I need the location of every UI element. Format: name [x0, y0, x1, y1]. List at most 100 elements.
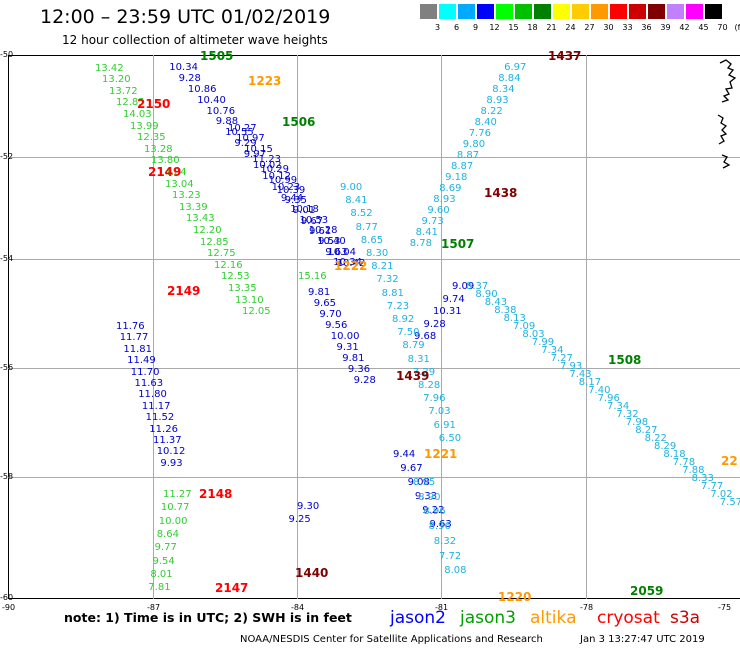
wave-height-value: 11.49: [127, 355, 156, 367]
wave-height-value: 10.15: [244, 143, 273, 155]
latitude-gridline: [8, 157, 740, 158]
wave-height-value: 9.67: [300, 215, 324, 227]
wave-height-value: 7.34: [607, 401, 630, 412]
wave-height-value: 8.96: [428, 521, 451, 533]
wave-height-value: 9.67: [400, 463, 423, 474]
wave-height-value: 11.63: [134, 378, 164, 389]
wave-height-value: 7.02: [710, 489, 733, 500]
legend-swatch: [610, 4, 627, 19]
wave-height-value: 8.41: [345, 195, 368, 207]
wave-height-value: 11.26: [149, 423, 178, 435]
longitude-gridline: [297, 55, 298, 599]
wave-height-value: 10.97: [236, 133, 265, 145]
legend-tick-label: 45: [698, 23, 709, 32]
legend-tick-label: 12: [489, 23, 500, 32]
wave-height-value: 13.72: [109, 85, 138, 97]
wave-height-value: 7.40: [588, 385, 611, 396]
legend-tick-label: 42: [679, 23, 690, 32]
wave-height-value: 6.91: [433, 419, 456, 431]
wave-height-value: 9.56: [325, 320, 348, 331]
wave-height-value: 9.93: [160, 457, 183, 469]
wave-height-value: 12.20: [193, 225, 222, 236]
wave-height-value: 11.76: [116, 321, 145, 332]
wave-height-value: 9.68: [414, 331, 437, 343]
wave-height-value: 10.40: [317, 236, 346, 248]
wave-height-value: 8.52: [350, 208, 373, 220]
latitude-gridline: [8, 259, 740, 260]
legend-swatch: [420, 4, 437, 19]
wave-height-value: 10.42: [336, 258, 366, 270]
satellite-label-altika: altika: [530, 608, 577, 628]
legend-tick-label: 18: [527, 23, 538, 32]
satellite-label-cryosat: cryosat: [597, 608, 660, 628]
wave-height-value: 9.81: [308, 287, 331, 298]
wave-height-value: 15.16: [298, 271, 327, 282]
legend-tick-label: 30: [603, 23, 614, 32]
wave-height-value: 8.69: [439, 183, 462, 194]
wave-height-value: 10.40: [197, 94, 226, 106]
pass-number: 1220: [498, 590, 532, 604]
pass-number: 1505: [200, 49, 234, 63]
legend-swatch: [705, 4, 722, 19]
wave-height-value: 8.87: [451, 161, 474, 172]
longitude-label: -81: [435, 603, 449, 612]
pass-number: 2059: [630, 584, 664, 598]
wave-height-value: 9.35: [284, 195, 307, 207]
wave-height-value: 14.03: [123, 109, 152, 120]
wave-height-value: 8.17: [578, 377, 602, 388]
wave-height-value: 9.53: [318, 236, 341, 248]
pass-number: 1221: [424, 447, 458, 461]
wave-height-value: 7.50: [397, 327, 420, 339]
wave-height-value: 9.36: [347, 364, 371, 375]
map-frame: [8, 55, 740, 599]
wave-height-value: 9.09: [452, 281, 475, 292]
wave-height-value: 12.05: [242, 306, 271, 318]
wave-height-value: 11.70: [130, 366, 160, 378]
wave-height-value: 8.31: [407, 353, 430, 365]
wave-height-value: 8.93: [433, 194, 456, 205]
longitude-gridline: [586, 55, 587, 599]
wave-height-value: 13.43: [186, 213, 215, 225]
wave-height-value: 7.78: [672, 457, 696, 468]
pass-number: 1440: [295, 566, 329, 580]
wave-height-value: 7.34: [541, 345, 564, 356]
satellite-label-jason3: jason3: [460, 608, 516, 628]
wave-height-value: 9.63: [325, 246, 348, 258]
wave-height-value: 8.81: [381, 287, 404, 299]
wave-height-value: 8.22: [644, 433, 667, 444]
wave-height-value: 6.50: [438, 432, 462, 444]
wave-height-value: 9.80: [462, 139, 486, 150]
wave-height-value: 9.28: [423, 318, 446, 330]
wave-height-value: 8.95: [413, 477, 436, 488]
latitude-label: -60: [0, 593, 14, 602]
wave-height-value: 9.63: [429, 519, 452, 530]
footnote: note: 1) Time is in UTC; 2) SWH is in fe…: [64, 610, 352, 625]
wave-height-value: 9.44: [280, 192, 304, 204]
wave-height-value: 11.80: [138, 389, 167, 401]
pass-number: 1437: [548, 49, 582, 63]
wave-height-value: 9.01: [292, 205, 316, 217]
wave-height-value: 9.74: [442, 293, 465, 305]
legend-swatch: [629, 4, 646, 19]
pass-number: 1222: [334, 259, 368, 273]
wave-height-value: 9.25: [288, 514, 311, 525]
wave-height-value: 7.77: [701, 481, 724, 492]
wave-height-value: 12.35: [137, 132, 166, 144]
wave-height-value: 10.29: [260, 164, 290, 176]
legend-swatch: [553, 4, 570, 19]
legend-swatch: [439, 4, 456, 19]
wave-height-value: 10.00: [158, 515, 188, 527]
wave-height-value: 9.77: [154, 542, 177, 554]
wave-height-value: 8.01: [150, 568, 173, 580]
wave-height-value: 10.86: [187, 83, 217, 95]
pass-number: 2148: [199, 487, 233, 501]
wave-height-value: 8.38: [494, 305, 517, 316]
wave-height-value: 8.18: [663, 449, 686, 460]
wave-height-value: 7.72: [439, 550, 462, 562]
latitude-label: -58: [0, 472, 14, 481]
longitude-label: -75: [718, 603, 732, 612]
generated-timestamp: Jan 3 13:27:47 UTC 2019: [580, 634, 705, 645]
wave-height-value: 10.27: [228, 123, 257, 134]
wave-height-value: 14.04: [158, 167, 187, 178]
legend-tick-label: 27: [584, 23, 595, 32]
